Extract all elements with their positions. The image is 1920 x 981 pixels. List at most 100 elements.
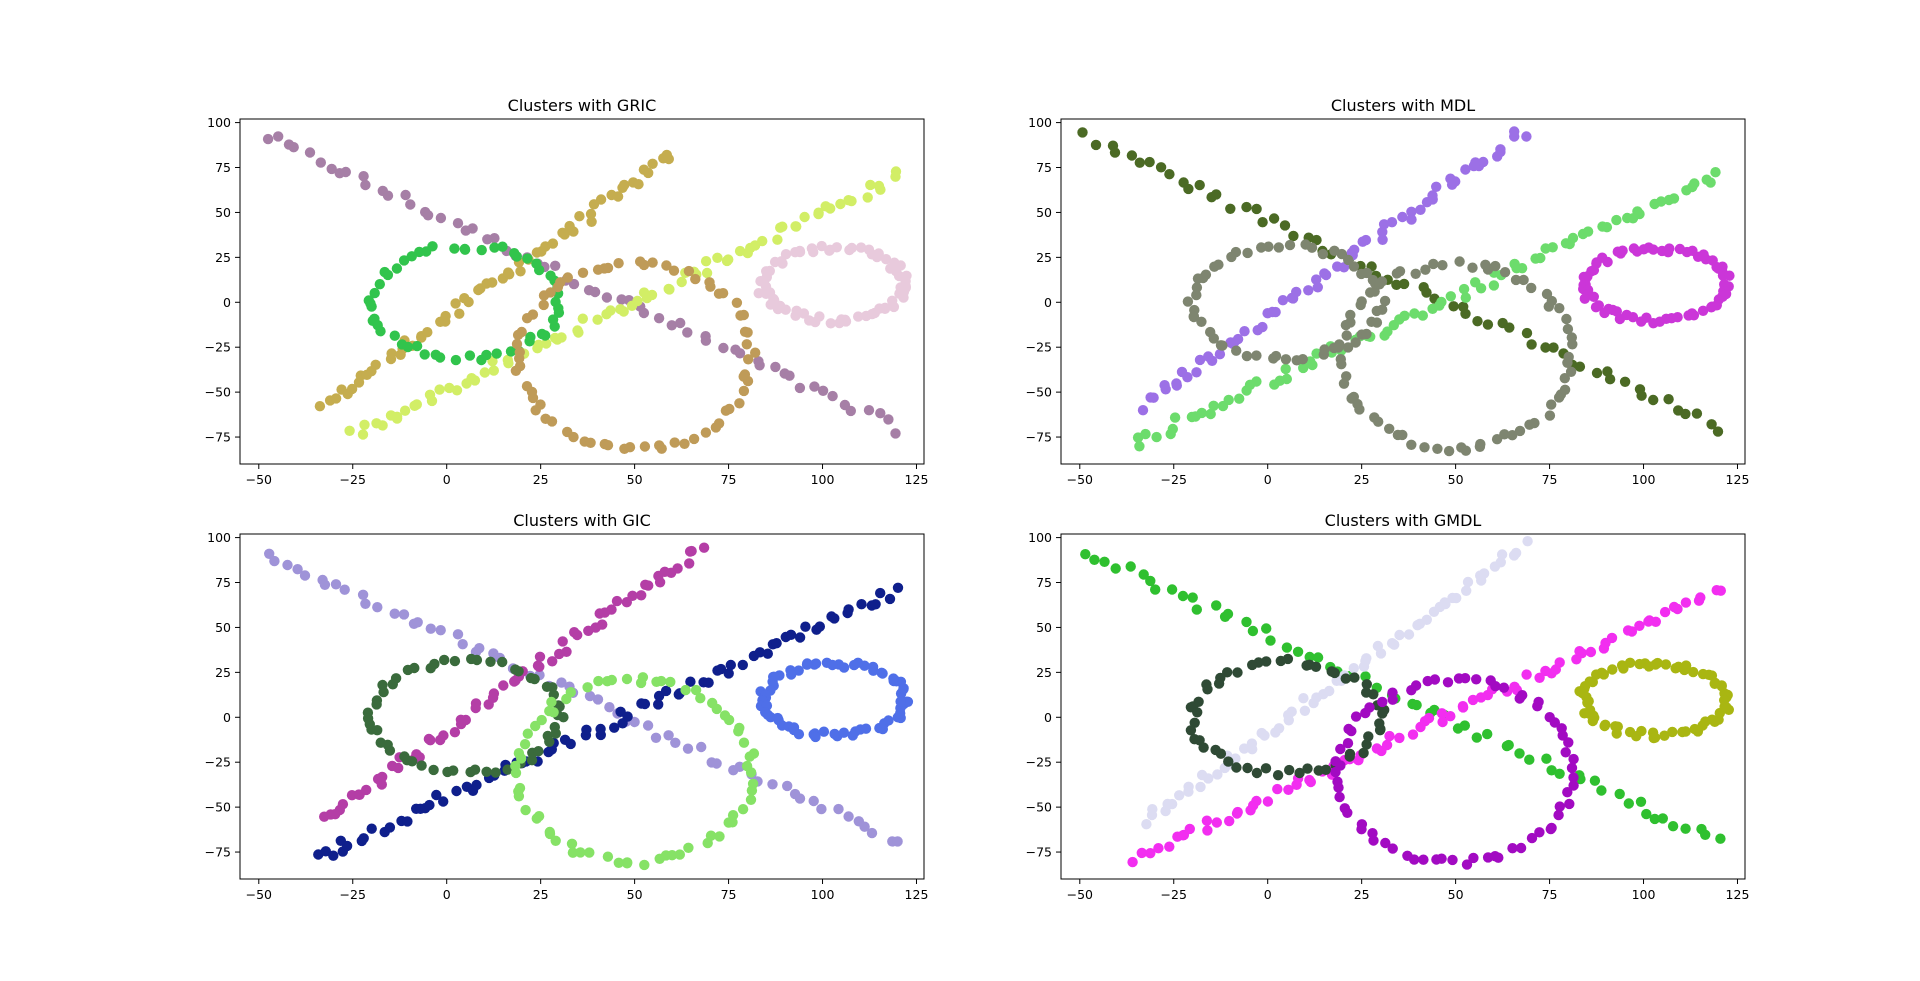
- data-point: [754, 360, 765, 371]
- data-point: [714, 831, 725, 842]
- x-tick-label: 50: [627, 472, 643, 487]
- data-point: [514, 353, 525, 364]
- data-point: [696, 741, 707, 753]
- data-point: [1371, 317, 1383, 328]
- x-tick-label: 0: [443, 887, 451, 902]
- data-point: [557, 636, 568, 647]
- data-point: [1174, 790, 1185, 801]
- data-point: [770, 361, 781, 373]
- data-point: [1670, 663, 1681, 674]
- data-point: [844, 244, 855, 256]
- data-point: [1516, 263, 1528, 274]
- data-point: [1417, 310, 1429, 321]
- data-point: [360, 598, 371, 609]
- data-point: [1588, 265, 1600, 276]
- data-point: [1251, 795, 1262, 807]
- data-point: [1331, 675, 1342, 686]
- data-point: [1478, 568, 1490, 579]
- data-point: [460, 714, 471, 726]
- data-point: [1668, 193, 1680, 204]
- data-point: [794, 632, 806, 643]
- data-point: [481, 766, 492, 777]
- data-point: [559, 229, 570, 240]
- data-point: [511, 338, 523, 350]
- data-point: [382, 269, 394, 281]
- data-point: [1677, 726, 1688, 738]
- x-tick-label: −50: [246, 472, 272, 487]
- data-point: [479, 367, 490, 378]
- data-point: [1223, 756, 1234, 767]
- data-point: [1604, 374, 1616, 385]
- data-point: [1090, 139, 1102, 151]
- data-point: [344, 425, 355, 436]
- data-point: [1335, 743, 1346, 755]
- data-point: [1279, 220, 1291, 231]
- data-point: [1374, 718, 1385, 729]
- data-point: [1712, 426, 1724, 437]
- data-point: [890, 428, 901, 439]
- y-tick-label: 50: [215, 205, 231, 220]
- data-point: [1432, 443, 1443, 454]
- data-point: [1222, 667, 1233, 678]
- data-point: [889, 257, 900, 268]
- cluster-6: [753, 240, 912, 329]
- data-point: [1217, 340, 1228, 351]
- data-point: [650, 732, 662, 743]
- data-point: [711, 758, 722, 769]
- data-point: [737, 659, 748, 671]
- data-point: [370, 359, 381, 370]
- data-point: [1655, 196, 1667, 207]
- data-point: [688, 433, 700, 445]
- data-point: [1659, 730, 1670, 741]
- data-point: [663, 730, 674, 741]
- data-point: [1421, 287, 1432, 298]
- data-point: [1268, 213, 1280, 224]
- data-point: [843, 811, 854, 822]
- data-point: [895, 696, 906, 707]
- data-point: [846, 195, 857, 207]
- data-point: [1177, 830, 1189, 841]
- data-point: [497, 241, 508, 252]
- y-tick-label: −75: [1026, 845, 1052, 860]
- data-point: [1467, 694, 1479, 706]
- y-tick-label: 75: [1036, 160, 1052, 175]
- data-point: [1145, 575, 1156, 587]
- data-point: [358, 171, 369, 182]
- data-point: [1239, 326, 1250, 337]
- data-point: [767, 779, 778, 790]
- data-point: [719, 710, 731, 721]
- data-point: [827, 659, 838, 671]
- data-point: [544, 826, 555, 838]
- data-point: [1636, 725, 1647, 737]
- data-point: [405, 199, 416, 210]
- data-point: [790, 221, 801, 232]
- data-point: [497, 656, 508, 668]
- data-point: [1634, 620, 1645, 631]
- data-point: [725, 659, 736, 671]
- y-tick-label: 100: [207, 530, 231, 545]
- data-point: [1507, 843, 1518, 854]
- data-point: [1377, 696, 1388, 708]
- data-point: [1568, 772, 1579, 783]
- data-point: [1619, 376, 1631, 387]
- data-point: [423, 733, 435, 745]
- data-point: [794, 793, 806, 804]
- data-point: [602, 440, 614, 451]
- data-point: [1397, 429, 1408, 441]
- data-point: [1574, 686, 1585, 697]
- data-point: [1518, 274, 1529, 286]
- data-point: [534, 651, 546, 662]
- data-point: [1213, 678, 1225, 689]
- data-point: [1320, 764, 1332, 775]
- data-point: [513, 791, 525, 802]
- data-point: [605, 305, 616, 316]
- data-point: [744, 751, 755, 762]
- data-point: [1547, 242, 1558, 253]
- data-point: [1514, 425, 1526, 437]
- data-point: [398, 609, 410, 620]
- data-point: [723, 254, 734, 265]
- data-point: [622, 711, 633, 722]
- data-point: [1546, 765, 1557, 776]
- subplot-title: Clusters with MDL: [1331, 96, 1475, 115]
- data-point: [670, 737, 681, 748]
